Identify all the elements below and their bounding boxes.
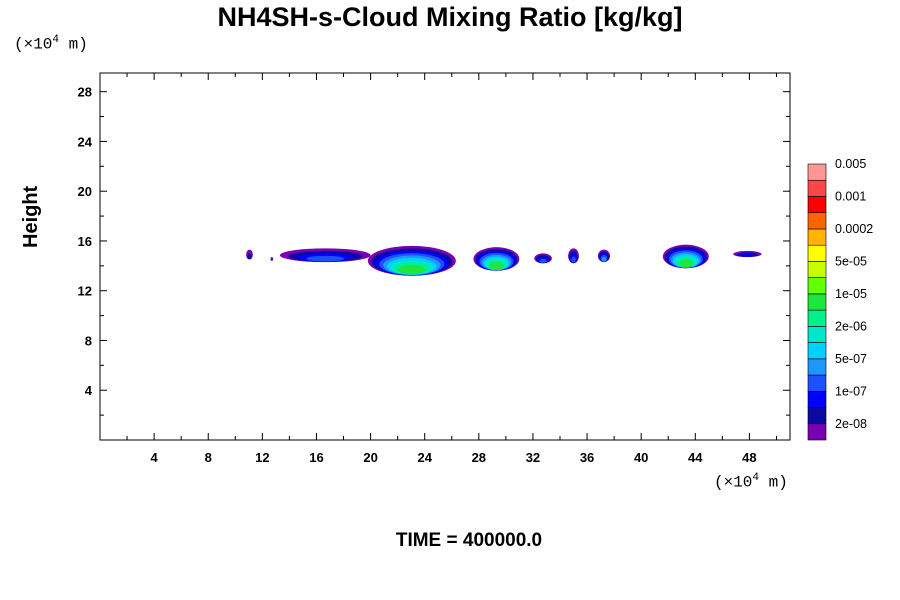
x-axis-unit: (×104 m) xyxy=(714,472,788,492)
cloud-patch-level xyxy=(539,258,547,263)
colorbar-label: 0.005 xyxy=(835,157,866,171)
x-tick-label: 8 xyxy=(205,450,212,465)
x-tick-label: 40 xyxy=(634,450,648,465)
colorbar-cell xyxy=(807,309,827,327)
x-tick-label: 48 xyxy=(742,450,756,465)
colorbar-cell xyxy=(807,261,827,278)
colorbar-cell xyxy=(807,228,827,246)
x-tick-label: 20 xyxy=(363,450,377,465)
colorbar-cell xyxy=(807,293,827,311)
colorbar-cell xyxy=(807,423,827,441)
colorbar-cell xyxy=(807,277,827,295)
cloud-patch-level xyxy=(398,265,426,275)
colorbar-cell xyxy=(807,163,827,181)
chart-title: NH4SH-s-Cloud Mixing Ratio [kg/kg] xyxy=(217,2,683,32)
y-tick-label: 28 xyxy=(78,85,92,100)
colorbar-cell xyxy=(807,342,827,360)
colorbar-cell xyxy=(807,326,827,343)
colorbar-label: 0.0002 xyxy=(835,222,873,236)
colorbar-label: 2e-08 xyxy=(835,417,867,431)
cloud-patch-level xyxy=(270,257,274,261)
y-tick-label: 8 xyxy=(85,333,92,348)
cloud-patch-level xyxy=(306,255,345,262)
plot-frame xyxy=(99,72,791,441)
x-tick-label: 28 xyxy=(472,450,486,465)
x-tick-label: 12 xyxy=(255,450,269,465)
y-tick-label: 4 xyxy=(85,383,93,398)
cloud-patch-level xyxy=(247,253,252,260)
cloud-patch-level xyxy=(489,262,504,270)
y-tick-label: 16 xyxy=(78,234,92,249)
y-tick-label: 24 xyxy=(78,134,93,149)
colorbar-label: 5e-05 xyxy=(835,254,867,268)
cloud-patch-level xyxy=(740,253,755,257)
colorbar-cell xyxy=(807,244,827,262)
cloud-patch-level xyxy=(678,259,693,268)
colorbar-label: 5e-07 xyxy=(835,352,867,366)
x-tick-label: 32 xyxy=(526,450,540,465)
cloud-patch-level xyxy=(601,256,607,262)
x-tick-label: 4 xyxy=(151,450,159,465)
y-axis-unit: (×104 m) xyxy=(14,34,88,54)
colorbar-cell xyxy=(807,374,827,392)
colorbar-cell xyxy=(807,358,827,376)
x-tick-label: 36 xyxy=(580,450,594,465)
x-tick-label: 16 xyxy=(309,450,323,465)
colorbar-label: 1e-05 xyxy=(835,287,867,301)
time-label: TIME = 400000.0 xyxy=(395,530,543,551)
colorbar-cell xyxy=(807,390,827,408)
y-tick-label: 20 xyxy=(78,184,92,199)
colorbar-label: 2e-06 xyxy=(835,319,867,333)
colorbar-cell xyxy=(807,212,827,230)
colorbar-cell xyxy=(807,179,827,197)
colorbar-cell xyxy=(807,196,827,214)
colorbar-label: 1e-07 xyxy=(835,384,867,398)
colorbar-label: 0.001 xyxy=(835,189,866,203)
x-tick-label: 24 xyxy=(417,450,432,465)
cloud-patch-level xyxy=(571,256,576,263)
colorbar-cell xyxy=(807,407,827,425)
x-tick-label: 44 xyxy=(688,450,703,465)
y-tick-label: 12 xyxy=(78,284,92,299)
